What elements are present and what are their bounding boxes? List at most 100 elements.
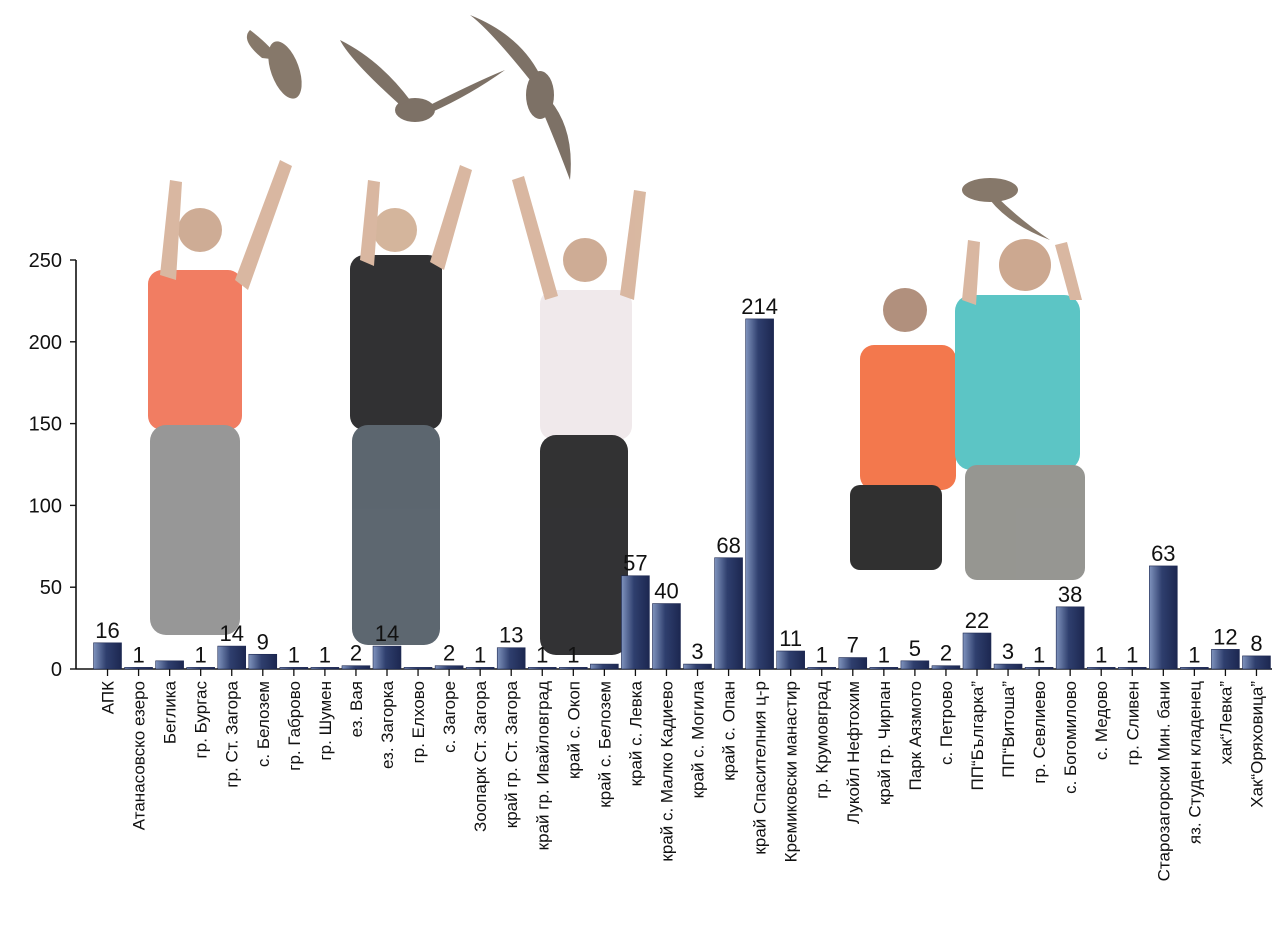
bar	[217, 645, 247, 670]
woman-icon	[512, 176, 646, 655]
category-label: гр. Габрово	[285, 681, 304, 771]
bar	[527, 667, 557, 670]
value-label: 1	[319, 642, 331, 667]
category-label: ПП“Витоша”	[999, 681, 1018, 778]
category-label: край с. Левка	[626, 680, 645, 786]
bar	[621, 575, 650, 670]
bar	[590, 663, 619, 670]
category-label: ПП“Българка”	[968, 681, 987, 791]
bar	[1211, 649, 1240, 670]
category-label: с. Богомилово	[1061, 681, 1080, 794]
girl-icon	[148, 160, 292, 635]
value-label: 1	[1188, 642, 1200, 667]
bar	[1055, 606, 1085, 670]
bar	[652, 603, 681, 670]
category-label: Атанасовско езеро	[130, 681, 149, 830]
value-label: 12	[1213, 624, 1237, 649]
bar	[1242, 655, 1271, 670]
value-label: 1	[1033, 642, 1045, 667]
bar	[993, 663, 1023, 670]
x-axis-ticks	[106, 669, 1258, 676]
bar	[838, 657, 868, 670]
category-label: хак“Левка”	[1216, 681, 1235, 765]
y-tick-label: 250	[29, 250, 62, 272]
bar	[496, 647, 526, 670]
bar	[1086, 667, 1116, 670]
category-label: край с. Малко Кадиево	[657, 681, 676, 862]
value-label: 1	[878, 642, 890, 667]
value-label: 16	[95, 618, 119, 643]
category-label: Зоопарк Ст. Загора	[471, 680, 490, 832]
y-tick-label: 50	[40, 577, 62, 599]
bar	[372, 645, 402, 670]
value-label: 3	[1002, 639, 1014, 664]
bar	[683, 663, 712, 670]
category-label: гр. Сливен	[1123, 681, 1142, 765]
bars-group	[93, 318, 1271, 670]
bar	[186, 667, 215, 670]
category-label: гр. Севлиево	[1030, 681, 1049, 784]
value-label: 1	[474, 642, 486, 667]
value-label: 38	[1058, 582, 1082, 607]
value-label: 13	[499, 623, 523, 648]
category-label: с. Медово	[1092, 681, 1111, 760]
falcon-icon	[340, 40, 505, 122]
falcon-icon	[962, 178, 1050, 240]
category-label: Старозагорски Мин. бани	[1154, 681, 1173, 881]
category-label: гр. Бургас	[192, 681, 211, 759]
category-label: АПК	[99, 681, 118, 714]
y-tick-label: 150	[29, 414, 62, 436]
value-label: 2	[350, 641, 362, 666]
y-axis-ticks: 0 50 100 150 200 250	[29, 250, 76, 681]
bar	[962, 632, 992, 670]
bar	[745, 318, 774, 670]
bar	[900, 660, 930, 670]
value-label: 1	[132, 642, 144, 667]
category-label: гр. Крумовград	[813, 681, 832, 799]
y-tick-label: 100	[29, 495, 62, 517]
bar	[1024, 667, 1054, 670]
category-label: край с. Белозем	[595, 681, 614, 808]
bar	[248, 653, 278, 670]
bar	[155, 660, 184, 670]
category-label: ез. Вая	[347, 681, 366, 737]
category-label: Беглика	[161, 680, 180, 744]
bar	[434, 665, 464, 670]
woman-icon	[350, 165, 472, 645]
category-label: Хак“Оряховица”	[1247, 681, 1266, 808]
category-label: гр. Шумен	[316, 681, 335, 761]
category-label: край с. Опан	[720, 681, 739, 781]
category-label: край гр. Ивайловград	[533, 681, 552, 850]
category-label: Кремиковски манастир	[782, 681, 801, 862]
value-label: 1	[536, 642, 548, 667]
bar	[93, 642, 122, 670]
category-label: яз. Студен кладенец	[1185, 681, 1204, 844]
category-label: Парк Аязмото	[906, 681, 925, 790]
value-label: 11	[779, 626, 802, 651]
value-label: 3	[691, 639, 703, 664]
category-label: гр. Елхово	[409, 681, 428, 763]
category-label: край с. Окоп	[564, 681, 583, 779]
value-label: 5	[909, 636, 921, 661]
bar	[776, 650, 805, 670]
bar	[807, 667, 837, 670]
falcon-icon	[470, 15, 571, 180]
man-icon	[955, 239, 1085, 580]
value-label: 9	[257, 629, 269, 654]
category-label: гр. Ст. Загора	[223, 680, 242, 787]
y-tick-label: 200	[29, 332, 62, 354]
value-label: 1	[1126, 642, 1138, 667]
bar	[310, 667, 340, 670]
bar	[124, 667, 153, 670]
value-label: 1	[1095, 642, 1107, 667]
category-label: ез. Загорка	[378, 680, 397, 769]
value-label: 7	[847, 633, 859, 658]
value-label: 22	[965, 608, 989, 633]
value-label: 14	[219, 621, 243, 646]
value-label: 214	[741, 294, 778, 319]
category-label: край с. Могила	[689, 680, 708, 798]
category-label: край гр. Ст. Загора	[502, 680, 521, 828]
value-label: 1	[816, 642, 828, 667]
category-label: с. Петрово	[937, 681, 956, 765]
bar	[1149, 565, 1178, 670]
